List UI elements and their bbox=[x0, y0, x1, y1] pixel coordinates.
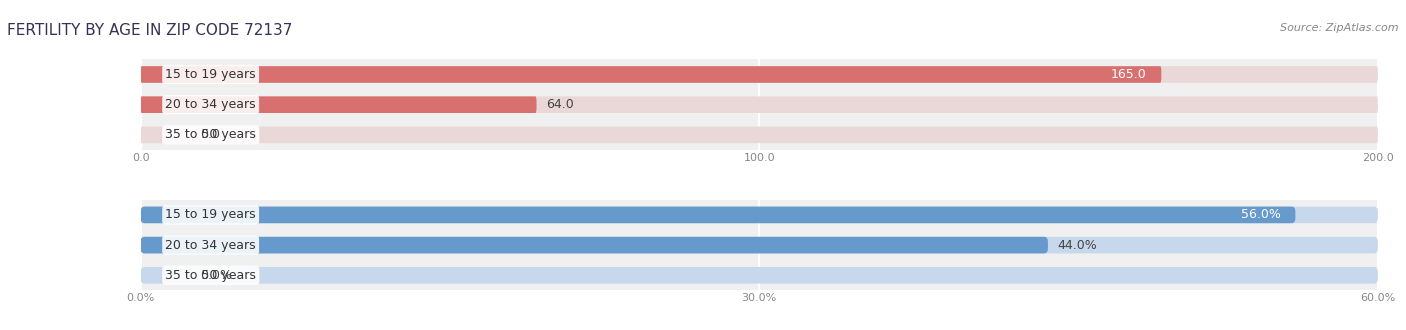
Text: Source: ZipAtlas.com: Source: ZipAtlas.com bbox=[1281, 23, 1399, 33]
FancyBboxPatch shape bbox=[141, 66, 1378, 83]
Text: 20 to 34 years: 20 to 34 years bbox=[166, 98, 256, 111]
FancyBboxPatch shape bbox=[141, 66, 1161, 83]
Text: 0.0: 0.0 bbox=[200, 128, 219, 141]
Text: 35 to 50 years: 35 to 50 years bbox=[166, 269, 256, 282]
FancyBboxPatch shape bbox=[141, 207, 1295, 223]
FancyBboxPatch shape bbox=[141, 96, 537, 113]
FancyBboxPatch shape bbox=[141, 267, 1378, 283]
FancyBboxPatch shape bbox=[141, 127, 1378, 143]
Text: FERTILITY BY AGE IN ZIP CODE 72137: FERTILITY BY AGE IN ZIP CODE 72137 bbox=[7, 23, 292, 38]
Text: 15 to 19 years: 15 to 19 years bbox=[166, 68, 256, 81]
Text: 20 to 34 years: 20 to 34 years bbox=[166, 239, 256, 251]
FancyBboxPatch shape bbox=[141, 207, 1378, 223]
Text: 44.0%: 44.0% bbox=[1057, 239, 1098, 251]
Text: 0.0%: 0.0% bbox=[200, 269, 232, 282]
Text: 15 to 19 years: 15 to 19 years bbox=[166, 209, 256, 221]
Text: 64.0: 64.0 bbox=[547, 98, 574, 111]
Text: 165.0: 165.0 bbox=[1111, 68, 1146, 81]
Text: 56.0%: 56.0% bbox=[1240, 209, 1281, 221]
FancyBboxPatch shape bbox=[141, 237, 1047, 253]
FancyBboxPatch shape bbox=[141, 237, 1378, 253]
FancyBboxPatch shape bbox=[141, 96, 1378, 113]
Text: 35 to 50 years: 35 to 50 years bbox=[166, 128, 256, 141]
